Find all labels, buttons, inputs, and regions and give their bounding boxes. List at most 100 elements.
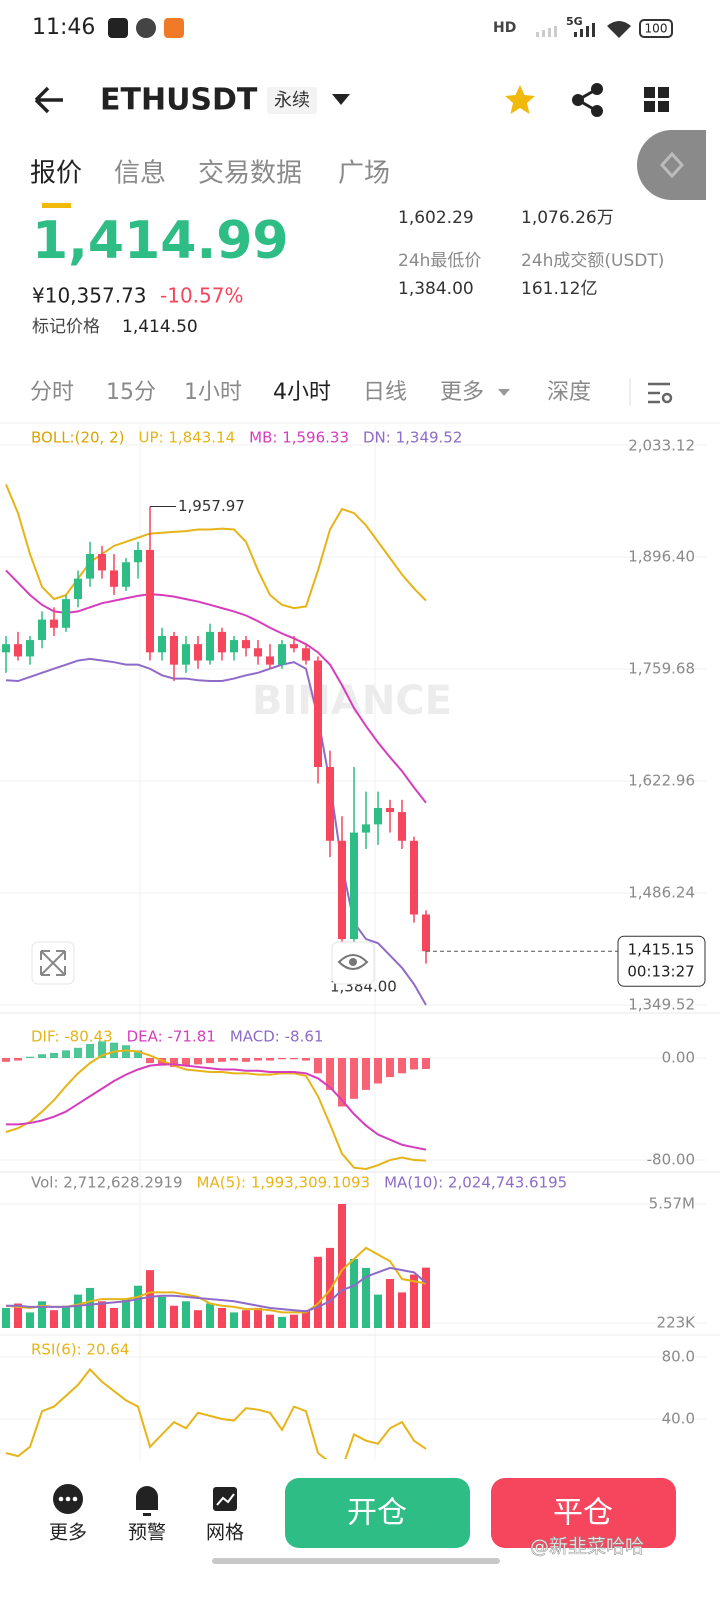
histogram-bar: [146, 1270, 154, 1328]
candle-body: [374, 808, 382, 825]
open-button[interactable]: [285, 1478, 470, 1548]
histogram-bar: [242, 1058, 250, 1062]
candle-body: [422, 914, 430, 952]
open-label: 开仓: [347, 1496, 407, 1531]
candle-body: [194, 644, 202, 661]
histogram-bar: [62, 1050, 70, 1059]
histogram-bar: [422, 1267, 430, 1328]
y-tick-label: 1,622.96: [628, 772, 695, 790]
interval-tab[interactable]: 4小时: [273, 380, 331, 405]
legend-entry: MA(10): 2,024,743.6195: [384, 1174, 567, 1192]
histogram-bar: [134, 1285, 142, 1328]
price-change: -10.57%: [160, 284, 243, 308]
countdown: 00:13:27: [627, 963, 694, 981]
last-price-tag: [617, 935, 706, 987]
tab[interactable]: 广场: [338, 159, 390, 189]
watermark: BINANCE: [252, 678, 452, 724]
signal-icon: [574, 23, 595, 37]
status-time: 11:46: [32, 15, 95, 40]
app-icon: [108, 18, 128, 38]
histogram-bar: [50, 1052, 58, 1059]
candle-body: [62, 599, 70, 628]
candle-body: [350, 832, 358, 940]
candle-body: [386, 808, 394, 813]
chart-panel: 2,033.12 1,896.40 1,759.68 1,622.96 1,486.24…: [0, 429, 706, 1014]
favorite-button[interactable]: [505, 85, 535, 114]
histogram-bar: [302, 1310, 310, 1328]
candle-body: [278, 644, 286, 665]
float-icon: [659, 151, 685, 179]
interval-tab[interactable]: 分时: [30, 380, 74, 405]
interval-tab[interactable]: 1小时: [184, 380, 242, 405]
histogram-bar: [338, 1058, 346, 1107]
app-icon: [136, 18, 156, 38]
signal-icon: [536, 26, 557, 37]
status-network: 5G: [566, 15, 583, 28]
legend-entry: MA(5): 1,993,309.1093: [197, 1174, 371, 1192]
symbol: ETHUSDT: [100, 83, 258, 118]
histogram-bar: [374, 1058, 382, 1084]
candle-body: [338, 840, 346, 940]
histogram-bar: [398, 1058, 406, 1074]
last-price: 1,414.99: [32, 211, 289, 271]
home-indicator: [212, 1558, 500, 1564]
histogram-bar: [254, 1307, 262, 1328]
histogram-bar: [386, 1279, 394, 1328]
y-tick-label: 40.0: [662, 1409, 695, 1427]
histogram-bar: [98, 1301, 106, 1328]
histogram-bar: [374, 1294, 382, 1328]
tab[interactable]: 信息: [114, 159, 166, 189]
float-button[interactable]: [637, 130, 706, 200]
wifi-icon: [607, 21, 631, 38]
y-tick-label: -80.00: [647, 1151, 695, 1169]
candle-body: [254, 648, 262, 657]
tab[interactable]: 报价: [30, 159, 82, 189]
candle-body: [110, 570, 118, 587]
symbol-dropdown[interactable]: [332, 94, 350, 105]
plot-area: [2, 1041, 430, 1170]
histogram-bar: [74, 1294, 82, 1328]
histogram-bar: [38, 1054, 46, 1059]
y-tick-label: 0.00: [662, 1049, 695, 1067]
share-button[interactable]: [572, 83, 603, 117]
contract-type: 永续: [274, 90, 310, 111]
grid-icon: [216, 1493, 235, 1506]
histogram-bar: [182, 1301, 190, 1328]
histogram-bar: [218, 1058, 226, 1062]
candle-body: [314, 660, 322, 768]
tool-label[interactable]: 网格: [206, 1522, 244, 1544]
back-button[interactable]: [34, 86, 63, 114]
expand-icon: [40, 950, 66, 976]
close-button[interactable]: [491, 1478, 676, 1548]
candle-body: [182, 644, 190, 665]
chart-settings[interactable]: [648, 382, 673, 404]
candle-body: [410, 840, 418, 915]
histogram-bar: [110, 1307, 118, 1328]
interval-tab[interactable]: 日线: [363, 380, 407, 405]
menu-button[interactable]: [644, 87, 669, 112]
tab-indicator: [42, 203, 71, 208]
tool-label[interactable]: 更多: [49, 1522, 87, 1544]
candle-body: [290, 644, 298, 649]
legend-entry: DN: 1,349.52: [363, 429, 462, 447]
y-tick-label: 223K: [657, 1314, 697, 1332]
watermark-text: @新韭菜哈哈: [530, 1536, 644, 1558]
histogram-bar: [194, 1310, 202, 1328]
histogram-bar: [62, 1305, 70, 1328]
interval-tab[interactable]: 深度: [547, 380, 591, 405]
histogram-bar: [338, 1204, 346, 1328]
candle-body: [50, 619, 58, 628]
candle-body: [230, 640, 238, 653]
tab[interactable]: 交易数据: [198, 159, 302, 189]
y-tick-label: 1,486.24: [628, 884, 695, 902]
interval-tab[interactable]: 15分: [106, 380, 156, 405]
eye-icon: [349, 958, 357, 966]
more-dropdown[interactable]: [498, 389, 510, 396]
tool-label[interactable]: 预警: [128, 1522, 166, 1544]
cny-price: ¥10,357.73: [32, 284, 147, 308]
histogram-bar: [314, 1058, 322, 1074]
candle-body: [398, 812, 406, 841]
candle-body: [98, 554, 106, 571]
interval-tab[interactable]: 更多: [440, 380, 484, 405]
candle-body: [146, 549, 154, 653]
